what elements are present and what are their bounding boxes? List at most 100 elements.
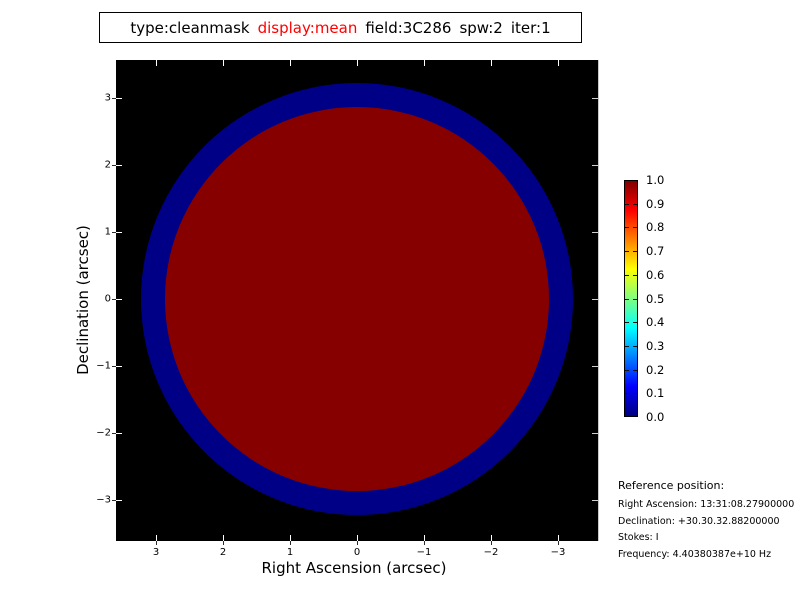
- reference-heading: Reference position:: [618, 479, 725, 492]
- x-axis-label: Right Ascension (arcsec): [261, 559, 447, 577]
- x-tick-label: −3: [550, 547, 566, 558]
- x-tick-bottom-outer: [424, 541, 425, 545]
- x-tick-bottom-outer: [491, 541, 492, 545]
- x-tick-bottom-inner: [491, 535, 492, 541]
- colorbar-tick-label: 0.2: [646, 362, 665, 377]
- plot-area: [116, 60, 599, 541]
- x-tick-top-inner: [223, 60, 224, 66]
- x-tick-bottom-inner: [357, 535, 358, 541]
- x-tick-bottom-inner: [424, 535, 425, 541]
- y-tick-right-inner: [592, 232, 598, 233]
- colorbar-tick-left: [625, 393, 629, 395]
- colorbar-tick-right: [633, 393, 637, 395]
- y-tick-left-inner: [116, 98, 122, 99]
- colorbar-tick-left: [625, 345, 629, 347]
- x-tick-top-inner: [424, 60, 425, 66]
- colorbar-tick-label: 0.3: [646, 338, 665, 353]
- x-tick-bottom-inner: [156, 535, 157, 541]
- x-tick-label: −2: [483, 547, 499, 558]
- y-tick-left-inner: [116, 299, 122, 300]
- x-tick-top-inner: [558, 60, 559, 66]
- x-tick-label: 3: [152, 547, 160, 558]
- colorbar-tick-right: [633, 369, 637, 371]
- y-tick-right-inner: [592, 299, 598, 300]
- y-tick-right-inner: [592, 98, 598, 99]
- y-tick-left-outer: [112, 433, 116, 434]
- x-tick-label: 0: [353, 547, 361, 558]
- y-tick-label: 1: [104, 226, 111, 238]
- x-tick-bottom-inner: [558, 535, 559, 541]
- colorbar-tick-label: 0.7: [646, 244, 665, 259]
- x-tick-label: 2: [219, 547, 227, 558]
- title-segment: iter:1: [510, 18, 551, 37]
- colorbar-tick-right: [633, 251, 637, 253]
- x-tick-bottom-outer: [558, 541, 559, 545]
- colorbar-tick-right: [633, 227, 637, 229]
- title-box: type:cleanmask display:mean field:3C286 spw…: [99, 12, 582, 43]
- x-tick-bottom-outer: [357, 541, 358, 545]
- y-tick-left-inner: [116, 232, 122, 233]
- colorbar-tick-right: [633, 203, 637, 205]
- colorbar-tick-left: [625, 298, 629, 300]
- y-tick-label: −3: [96, 494, 111, 506]
- x-tick-bottom-outer: [290, 541, 291, 545]
- colorbar-tick-label: 0.4: [646, 315, 665, 330]
- colorbar-tick-right: [633, 322, 637, 324]
- y-tick-right-inner: [592, 500, 598, 501]
- colorbar-tick-label: 0.0: [646, 410, 665, 424]
- y-tick-left-outer: [112, 366, 116, 367]
- y-tick-right-inner: [592, 165, 598, 166]
- y-tick-left-inner: [116, 433, 122, 434]
- x-tick-bottom-inner: [290, 535, 291, 541]
- y-tick-left-outer: [112, 500, 116, 501]
- y-tick-label: 2: [104, 159, 111, 171]
- colorbar-tick-label: 0.9: [646, 196, 665, 211]
- title-segment: field:3C286: [365, 18, 452, 37]
- colorbar: [624, 180, 638, 417]
- colorbar-tick-label: 1.0: [646, 173, 665, 187]
- x-tick-top-inner: [156, 60, 157, 66]
- colorbar-tick-left: [625, 251, 629, 253]
- y-tick-left-outer: [112, 165, 116, 166]
- colorbar-tick-right: [633, 298, 637, 300]
- colorbar-tick-left: [625, 203, 629, 205]
- title-segment: display:mean: [257, 18, 358, 37]
- colorbar-tick-left: [625, 322, 629, 324]
- colorbar-tick-left: [625, 274, 629, 276]
- y-tick-right-inner: [592, 366, 598, 367]
- reference-line: Stokes: I: [618, 532, 659, 543]
- x-tick-bottom-outer: [223, 541, 224, 545]
- colorbar-tick-label: 0.8: [646, 220, 665, 235]
- y-tick-left-outer: [112, 98, 116, 99]
- reference-line: Right Ascension: 13:31:08.27900000: [618, 499, 795, 510]
- x-tick-top-inner: [290, 60, 291, 66]
- colorbar-tick-label: 0.1: [646, 386, 665, 401]
- x-tick-top-inner: [357, 60, 358, 66]
- colorbar-tick-right: [633, 274, 637, 276]
- reference-line: Declination: +30.30.32.88200000: [618, 515, 780, 527]
- colorbar-tick-left: [625, 369, 629, 371]
- colorbar-tick-label: 0.5: [646, 291, 665, 306]
- x-tick-top-inner: [491, 60, 492, 66]
- y-tick-label: −1: [96, 360, 111, 372]
- y-tick-label: 0: [104, 293, 111, 305]
- reference-position-block: Reference position: Right Ascension: 13:…: [618, 479, 794, 565]
- title-segment: type:cleanmask: [130, 18, 250, 37]
- x-tick-label: 1: [286, 547, 294, 558]
- colorbar-tick-left: [625, 227, 629, 229]
- y-tick-left-inner: [116, 366, 122, 367]
- x-tick-label: −1: [416, 547, 432, 558]
- reference-line: Frequency: 4.40380387e+10 Hz: [618, 548, 772, 560]
- y-tick-right-inner: [592, 433, 598, 434]
- y-tick-left-outer: [112, 299, 116, 300]
- mask-core-circle: [165, 107, 549, 491]
- x-tick-bottom-inner: [223, 535, 224, 541]
- y-tick-left-outer: [112, 232, 116, 233]
- y-tick-label: −2: [96, 427, 111, 439]
- y-tick-left-inner: [116, 500, 122, 501]
- y-tick-label: 3: [104, 92, 111, 104]
- title-segment: spw:2: [459, 18, 503, 37]
- colorbar-tick-right: [633, 345, 637, 347]
- colorbar-tick-label: 0.6: [646, 267, 665, 282]
